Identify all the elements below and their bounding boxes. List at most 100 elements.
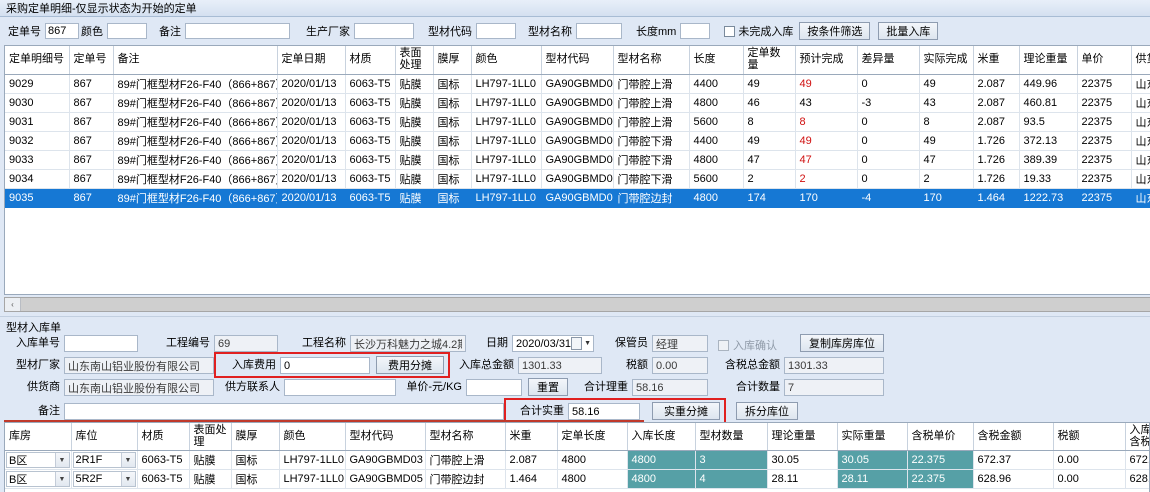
cell-actual-weight[interactable]: 28.11 (837, 469, 908, 490)
cell-location[interactable]: 2R1F ▼ (71, 450, 138, 471)
cell-profile-name[interactable]: 门带腔上滑 (613, 74, 690, 94)
cell-diff[interactable]: 0 (857, 150, 920, 170)
cell-material[interactable]: 6063-T5 (137, 450, 190, 471)
cell-tax-unit-price[interactable]: 22.375 (907, 450, 974, 471)
cell-order-qty[interactable]: 8 (743, 112, 796, 132)
cell-profile-name[interactable]: 门带腔下滑 (613, 169, 690, 189)
cell-profile-code[interactable]: GA90GBMD04 (541, 150, 614, 170)
th2-profile-name[interactable]: 型材名称 (425, 423, 506, 452)
cell-surface[interactable]: 贴膜 (395, 169, 434, 189)
table-row[interactable]: 9032 867 89#门框型材F26-F40（866+867） 2020/01/13… (5, 131, 1150, 151)
reset-button[interactable]: 重置 (528, 378, 568, 396)
th2-tax-unit-price[interactable]: 含税单价 (907, 423, 974, 452)
profile-name-input[interactable] (576, 23, 622, 39)
table-row[interactable]: B区 ▼ 2R1F ▼ 6063-T5 贴膜 国标 LH797-1LL0 GA90GBMD03 门… (5, 450, 1149, 471)
cell-theory-weight[interactable]: 449.96 (1019, 74, 1078, 94)
th-theory-weight[interactable]: 理论重量 (1019, 46, 1078, 75)
cell-detail-no[interactable]: 9032 (5, 131, 70, 151)
scroll-left-icon[interactable]: ‹ (5, 298, 21, 311)
stock-in-detail-grid[interactable]: 库房 库位 材质 表面处理 膜厚 颜色 型材代码 型材名称 米重 定单长度 入库… (4, 422, 1150, 492)
cell-remark[interactable]: 89#门框型材F26-F40（866+867） (113, 93, 278, 113)
cell-actual[interactable]: 170 (919, 188, 974, 208)
th-profile-code[interactable]: 型材代码 (541, 46, 614, 75)
cell-length[interactable]: 4800 (689, 188, 744, 208)
cell-planned[interactable]: 2 (795, 169, 858, 189)
cell-tax-unit-price[interactable]: 22.375 (907, 469, 974, 490)
cell-color[interactable]: LH797-1LL0 (471, 150, 542, 170)
cell-material[interactable]: 6063-T5 (345, 74, 396, 94)
cell-detail-no[interactable]: 9031 (5, 112, 70, 132)
cell-remark[interactable]: 89#门框型材F26-F40（866+867） (113, 74, 278, 94)
cell-theory-weight[interactable]: 30.05 (767, 450, 838, 471)
cell-profile-code[interactable]: GA90GBMD03 (345, 450, 426, 471)
cell-film[interactable]: 国标 (433, 169, 472, 189)
purchase-order-detail-grid[interactable]: 定单明细号 定单号 备注 定单日期 材质 表面处理 膜厚 颜色 型材代码 型材名… (4, 45, 1150, 295)
cell-order-qty[interactable]: 47 (743, 150, 796, 170)
cell-material[interactable]: 6063-T5 (345, 131, 396, 151)
cell-detail-no[interactable]: 9033 (5, 150, 70, 170)
cell-order-no[interactable]: 867 (69, 169, 114, 189)
cell-supplier[interactable]: 山东南山铝业股份有限公司 (1131, 74, 1150, 94)
th2-stock-length[interactable]: 入库长度 (627, 423, 696, 452)
cell-planned[interactable]: 8 (795, 112, 858, 132)
cell-order-length[interactable]: 4800 (557, 469, 628, 490)
cell-unit-price[interactable]: 22375 (1077, 93, 1132, 113)
cell-profile-code[interactable]: GA90GBMD04 (541, 131, 614, 151)
cell-supplier[interactable]: 山东南山铝业股份有限公司 (1131, 112, 1150, 132)
cell-supplier[interactable]: 山东南山铝业股份有限公司 (1131, 93, 1150, 113)
cell-diff[interactable]: -3 (857, 93, 920, 113)
cell-detail-no[interactable]: 9034 (5, 169, 70, 189)
fee-share-button[interactable]: 费用分摊 (376, 356, 444, 374)
cell-length[interactable]: 5600 (689, 112, 744, 132)
cell-diff[interactable]: 0 (857, 131, 920, 151)
batch-stock-in-button[interactable]: 批量入库 (878, 22, 939, 40)
table-row[interactable]: 9031 867 89#门框型材F26-F40（866+867） 2020/01/13… (5, 112, 1150, 132)
th-color[interactable]: 颜色 (471, 46, 542, 75)
cell-profile-code[interactable]: GA90GBMD05 (345, 469, 426, 490)
cell-color[interactable]: LH797-1LL0 (471, 169, 542, 189)
th-material[interactable]: 材质 (345, 46, 396, 75)
cell-film[interactable]: 国标 (231, 469, 280, 490)
cell-tax-amount[interactable]: 628.96 (973, 469, 1054, 490)
cell-planned[interactable]: 49 (795, 131, 858, 151)
cell-warehouse[interactable]: B区 ▼ (5, 450, 72, 471)
cell-surface[interactable]: 贴膜 (395, 188, 434, 208)
cell-qty[interactable]: 4 (695, 469, 768, 490)
cell-meter-weight[interactable]: 1.464 (973, 188, 1020, 208)
cell-unit-price[interactable]: 22375 (1077, 169, 1132, 189)
cell-order-date[interactable]: 2020/01/13 (277, 169, 346, 189)
order-no-input[interactable] (45, 23, 79, 39)
chevron-down-icon[interactable]: ▼ (120, 472, 135, 487)
cell-unit-price[interactable]: 22375 (1077, 131, 1132, 151)
th2-net-amount[interactable]: 入库金额(不含税) (1125, 423, 1149, 452)
cell-remark[interactable]: 89#门框型材F26-F40（866+867） (113, 112, 278, 132)
chevron-down-icon[interactable]: ▼ (54, 453, 69, 468)
cell-order-no[interactable]: 867 (69, 112, 114, 132)
cell-theory-weight[interactable]: 93.5 (1019, 112, 1078, 132)
cell-actual-weight[interactable]: 30.05 (837, 450, 908, 471)
table-row[interactable]: 9029 867 89#门框型材F26-F40（866+867） 2020/01/13… (5, 74, 1150, 94)
cell-net-amount[interactable]: 628.96 (1125, 469, 1149, 490)
cell-actual[interactable]: 47 (919, 150, 974, 170)
cell-order-no[interactable]: 867 (69, 188, 114, 208)
cell-surface[interactable]: 贴膜 (189, 450, 232, 471)
cell-detail-no[interactable]: 9029 (5, 74, 70, 94)
th2-surface[interactable]: 表面处理 (189, 423, 232, 452)
length-input[interactable] (680, 23, 711, 39)
cell-meter-weight[interactable]: 2.087 (973, 74, 1020, 94)
th-detail-no[interactable]: 定单明细号 (5, 46, 70, 75)
th-meter-weight[interactable]: 米重 (973, 46, 1020, 75)
cell-profile-name[interactable]: 门带腔上滑 (613, 112, 690, 132)
location-select[interactable]: 5R2F ▼ (72, 471, 136, 488)
cell-order-no[interactable]: 867 (69, 131, 114, 151)
cell-surface[interactable]: 贴膜 (395, 74, 434, 94)
cell-profile-code[interactable]: GA90GBMD04 (541, 169, 614, 189)
cell-profile-name[interactable]: 门带腔下滑 (613, 150, 690, 170)
split-location-button[interactable]: 拆分库位 (736, 402, 798, 420)
cell-actual[interactable]: 43 (919, 93, 974, 113)
color-input[interactable] (107, 23, 147, 39)
cell-surface[interactable]: 贴膜 (395, 112, 434, 132)
th2-meter-weight[interactable]: 米重 (505, 423, 558, 452)
supplier-input[interactable] (64, 379, 214, 396)
th-film[interactable]: 膜厚 (433, 46, 472, 75)
